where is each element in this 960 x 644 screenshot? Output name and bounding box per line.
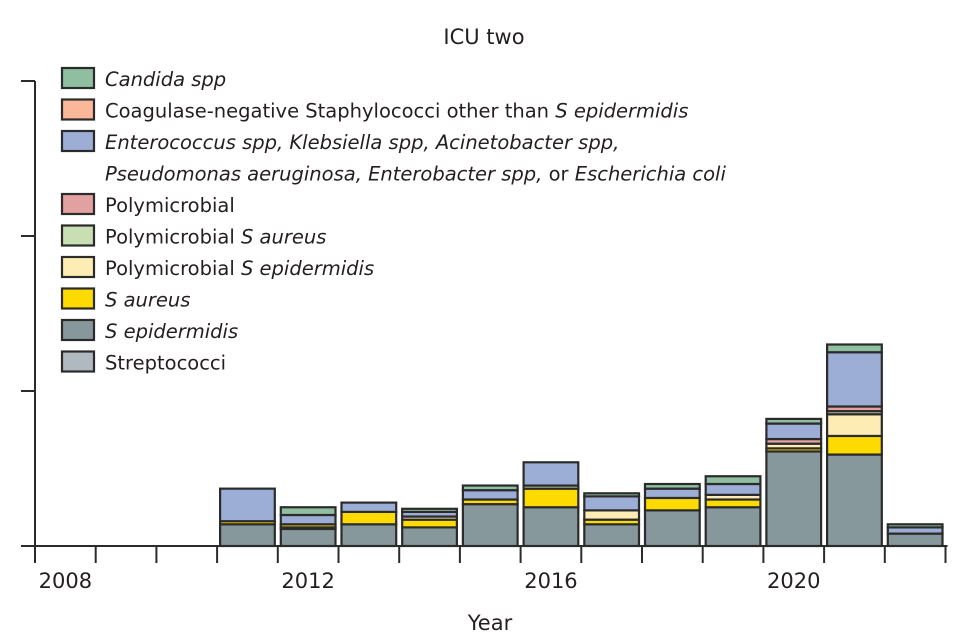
bar-segment-s_epidermidis	[401, 526, 459, 548]
legend-swatch	[60, 318, 96, 342]
legend-label-continuation: Pseudomonas aeruginosa, Enterobacter spp…	[105, 163, 726, 186]
bar-segment-enterococcus_etc	[522, 461, 580, 487]
legend-item-enterococcus_etc: Enterococcus spp, Klebsiella spp, Acinet…	[60, 129, 726, 186]
bar-segment-poly_s_epidermidis	[583, 509, 641, 521]
bar-2015	[461, 484, 519, 548]
bar-segment-s_epidermidis	[886, 532, 944, 548]
legend-item-streptococci: Streptococci	[60, 350, 226, 375]
bar-segment-poly_s_epidermidis	[825, 413, 883, 438]
legend-item-cons_other: Coagulase-negative Staphylococci other t…	[60, 98, 688, 123]
legend-label: S aureus	[105, 289, 190, 312]
bar-segment-s_aureus	[340, 510, 398, 526]
legend-item-s_epidermidis: S epidermidis	[60, 318, 238, 343]
bar-segment-s_epidermidis	[279, 527, 337, 548]
legend-item-s_aureus: S aureus	[60, 287, 190, 312]
x-axis-label: Year	[467, 611, 513, 635]
bar-segment-s_epidermidis	[340, 523, 398, 548]
bar-segment-candida	[461, 484, 519, 492]
bar-segment-enterococcus_etc	[340, 501, 398, 514]
legend: Candida spp Coagulase-negative Staphyloco…	[60, 66, 726, 375]
legend-label: Candida spp	[105, 68, 226, 91]
bar-segment-enterococcus_etc	[461, 489, 519, 501]
axes-group: 2008 2012 2016 2020	[21, 80, 948, 593]
bar-segment-enterococcus_etc	[219, 487, 276, 523]
bar-segment-s_aureus	[522, 487, 580, 509]
bar-segment-s_epidermidis	[825, 453, 883, 548]
legend-item-poly_s_aureus: Polymicrobial S aureus	[60, 224, 326, 249]
legend-swatch	[60, 66, 96, 90]
bar-segment-enterococcus_etc	[825, 351, 883, 408]
bar-segment-s_aureus	[401, 518, 459, 529]
bar-2016	[522, 461, 580, 548]
bar-segment-s_epidermidis	[461, 503, 519, 548]
legend-item-poly_s_epidermidis: Polymicrobial S epidermidis	[60, 255, 374, 280]
x-tick-label: 2012	[281, 569, 334, 593]
legend-swatch	[60, 350, 96, 373]
bar-segment-candida	[886, 523, 944, 529]
legend-item-polymicrobial: Polymicrobial	[60, 192, 235, 217]
bar-segment-enterococcus_etc	[643, 487, 701, 500]
bar-segment-s_epidermidis	[643, 509, 701, 548]
legend-swatch	[60, 287, 96, 310]
bar-segment-candida	[643, 482, 701, 490]
legend-label: Polymicrobial S aureus	[105, 226, 326, 249]
bar-segment-s_epidermidis	[765, 450, 823, 548]
bar-segment-candida	[401, 507, 459, 513]
bar-2017	[583, 492, 641, 548]
bar-segment-s_epidermidis	[704, 506, 762, 548]
bar-2014	[401, 507, 459, 548]
x-tick-label: 2016	[524, 569, 577, 593]
legend-label: Enterococcus spp, Klebsiella spp, Acinet…	[105, 131, 619, 154]
legend-label: Polymicrobial S epidermidis	[105, 257, 374, 280]
bar-2011	[219, 487, 276, 548]
legend-label: Polymicrobial	[105, 194, 235, 217]
bar-2012	[279, 506, 337, 548]
legend-label: Streptococci	[105, 352, 226, 375]
bar-segment-candida	[704, 475, 762, 486]
legend-swatch	[60, 129, 96, 153]
bar-2021	[825, 343, 883, 548]
legend-label: S epidermidis	[105, 320, 238, 343]
bar-segment-s_epidermidis	[219, 523, 276, 548]
legend-label: Coagulase-negative Staphylococci other t…	[105, 100, 688, 123]
legend-swatch	[60, 255, 96, 279]
bar-2018	[643, 482, 701, 548]
bar-segment-candida	[765, 417, 823, 425]
bar-segment-s_aureus	[704, 498, 762, 509]
x-tick-label: 2008	[39, 569, 92, 593]
bar-segment-s_epidermidis	[522, 506, 580, 548]
chart-title: ICU two	[443, 25, 524, 49]
bars-group	[219, 343, 944, 548]
bar-segment-enterococcus_etc	[279, 513, 337, 526]
bar-segment-candida	[583, 492, 641, 498]
legend-swatch	[60, 224, 96, 247]
bar-2013	[340, 501, 398, 548]
bar-2020	[765, 417, 823, 548]
bar-segment-candida	[279, 506, 337, 517]
bar-segment-s_aureus	[643, 496, 701, 512]
bar-segment-s_aureus	[825, 434, 883, 456]
bar-2019	[704, 475, 762, 548]
x-tick-label: 2020	[767, 569, 820, 593]
bar-segment-candida	[825, 343, 883, 354]
legend-swatch	[60, 192, 96, 216]
bar-segment-enterococcus_etc	[704, 482, 762, 496]
bar-segment-enterococcus_etc	[765, 422, 823, 441]
bar-segment-s_epidermidis	[583, 523, 641, 548]
bar-segment-enterococcus_etc	[583, 495, 641, 512]
legend-swatch	[60, 98, 96, 121]
bar-2022	[886, 523, 944, 548]
legend-item-candida: Candida spp	[60, 66, 226, 91]
